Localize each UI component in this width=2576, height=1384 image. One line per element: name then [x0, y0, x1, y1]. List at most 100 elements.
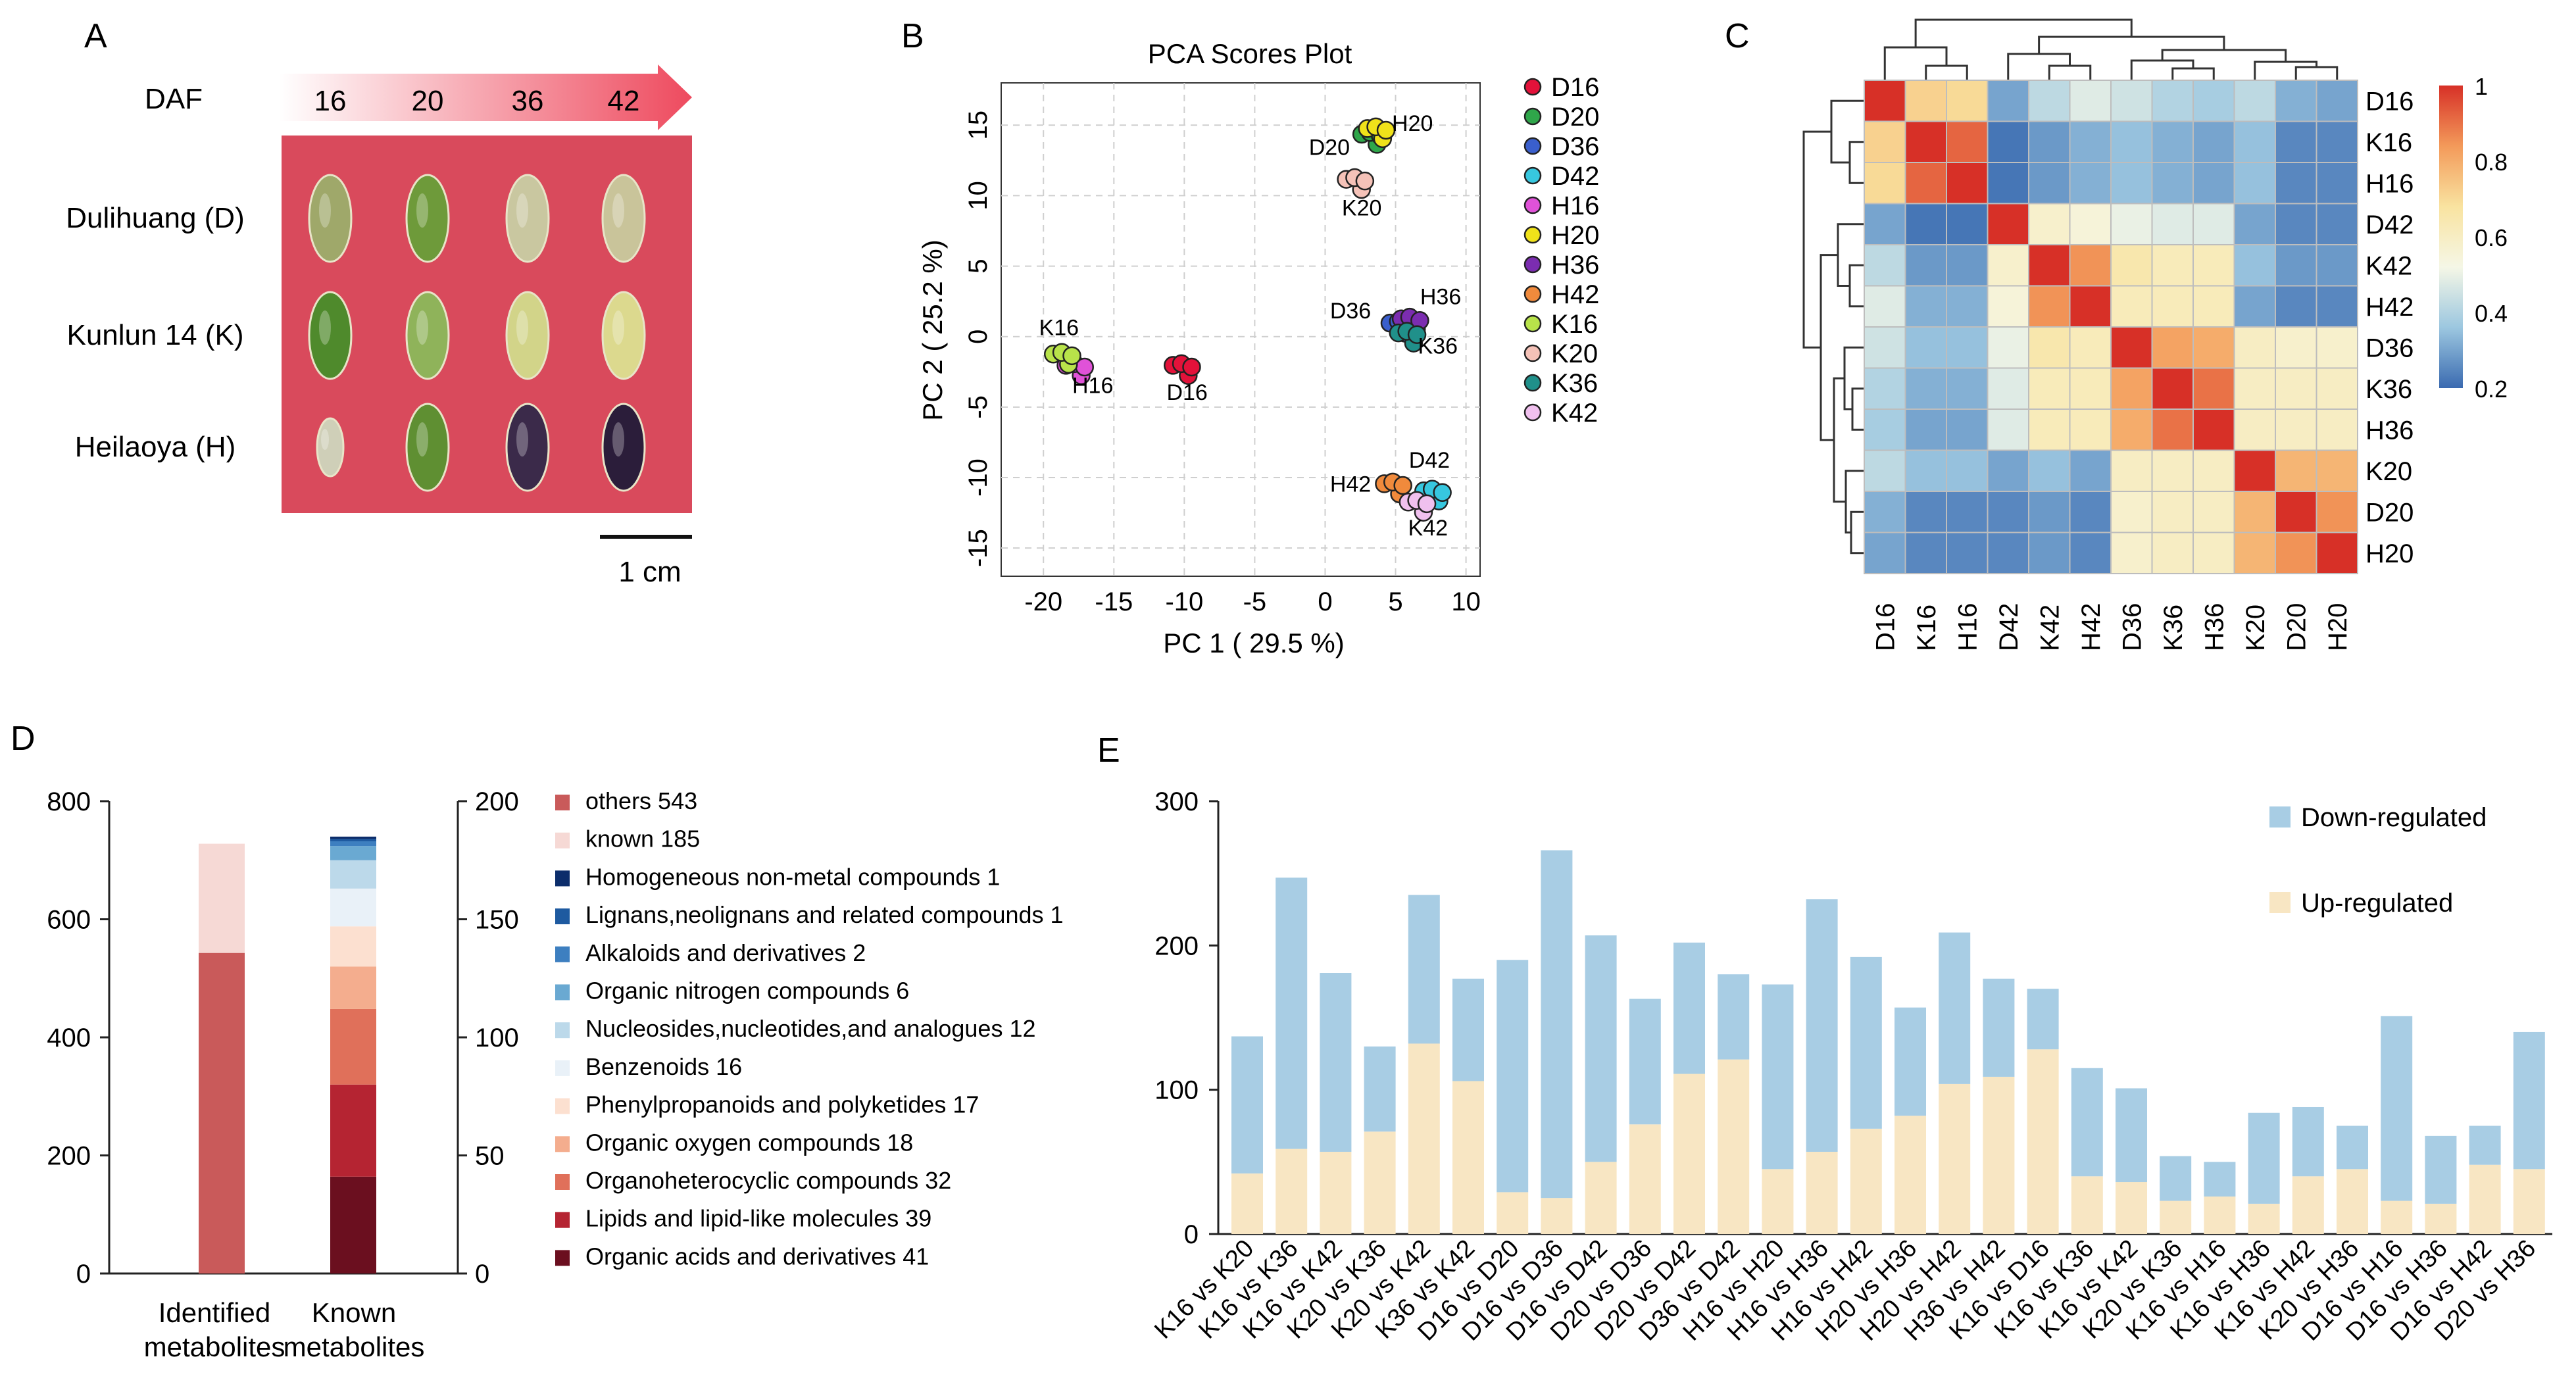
seed-highlight-2-1	[416, 422, 428, 457]
heatmap-row-label-d20: D20	[2365, 498, 2414, 527]
heatmap-cell-k20-k20	[2233, 449, 2276, 492]
e-bar-up-26	[2381, 1200, 2413, 1234]
heatmap-cell-d20-h20	[2316, 491, 2358, 533]
d-legend-label-3: Lignans,neolignans and related compounds…	[585, 901, 1064, 928]
heatmap-cell-d20-k42	[2028, 491, 2071, 533]
col-dend-d42-group	[2007, 53, 2071, 80]
heatmap-cell-k36-d36	[2110, 367, 2153, 410]
heatmap-cell-h36-k16	[1904, 408, 1947, 451]
heatmap-cell-d42-d16	[1864, 203, 1906, 245]
heatmap-cell-k42-k20	[2233, 244, 2276, 287]
e-bar-down-19	[2071, 1068, 2103, 1177]
heatmap-cell-h36-d16	[1864, 408, 1906, 451]
heatmap-row-label-d36: D36	[2365, 334, 2414, 362]
row-dend-k42-h42	[1848, 264, 1864, 308]
heatmap-cell-h16-d42	[1987, 162, 2029, 205]
heatmap-cell-k36-h20	[2316, 367, 2358, 410]
seed-0-3	[601, 174, 646, 263]
heatmap-cell-k36-h16	[1946, 367, 1989, 410]
e-bar-up-5	[1452, 1081, 1484, 1234]
e-bar-up-2	[1320, 1151, 1352, 1234]
heatmap-cell-h20-h36	[2192, 531, 2235, 574]
pca-point-d42-3	[1433, 483, 1452, 502]
right-tick-50: 50	[475, 1142, 505, 1171]
heatmap-cell-d36-k42	[2028, 326, 2071, 369]
heatmap-col-label-h16: H16	[1953, 603, 1982, 651]
heatmap-cell-d20-k20	[2233, 491, 2276, 533]
e-bar-up-4	[1408, 1043, 1440, 1234]
heatmap-cell-k16-d36	[2110, 120, 2153, 163]
known-bar-alkaloids-and-derivatives	[330, 841, 376, 847]
e-bar-down-18	[2027, 989, 2059, 1050]
e-bar-up-18	[2027, 1049, 2059, 1234]
heatmap-cell-h16-k42	[2028, 162, 2071, 205]
heatmap-cell-h36-k42	[2028, 408, 2071, 451]
heatmap-cell-d20-d36	[2110, 491, 2153, 533]
heatmap-cell-d20-h36	[2192, 491, 2235, 533]
heatmap-cell-d42-d42	[1987, 203, 2029, 245]
heatmap-cell-h36-d36	[2110, 408, 2153, 451]
panel-b-pca-plot: PCA Scores Plot -20 -15 -10 -5 0 5 10 15 10 5 0 -5 -…	[917, 38, 1599, 658]
heatmap-cell-h42-d36	[2110, 285, 2153, 328]
heatmap-cell-d36-d16	[1864, 326, 1906, 369]
heatmap-cell-d36-h36	[2192, 326, 2235, 369]
e-bar-down-29	[2513, 1031, 2545, 1170]
identified-bar-others	[199, 952, 245, 1273]
heatmap-col-label-d16: D16	[1871, 603, 1900, 651]
known-bar-benzenoids	[330, 888, 376, 927]
colorbar-tick-0-8: 0.8	[2475, 149, 2508, 176]
heatmap-cell-k16-k36	[2151, 120, 2194, 163]
col-dend-mid	[2038, 36, 2225, 54]
pca-point-h42-3	[1393, 476, 1412, 495]
row-dend-d16-group	[1830, 99, 1864, 164]
legend-marker-d20	[1523, 107, 1542, 126]
legend-label-k42: K42	[1551, 399, 1598, 428]
heatmap-row-label-k16: K16	[2365, 128, 2412, 157]
heatmap-cell-d16-k16	[1904, 80, 1947, 122]
d-legend-label-9: Organic oxygen compounds 18	[585, 1129, 913, 1156]
legend-label-k20: K20	[1551, 339, 1598, 368]
right-tick-100: 100	[475, 1024, 519, 1052]
e-bar-up-22	[2204, 1196, 2236, 1234]
heatmap-cell-k20-h42	[2069, 449, 2112, 492]
d-legend-label-10: Organoheterocyclic compounds 32	[585, 1167, 951, 1194]
pca-label-k20: K20	[1342, 195, 1382, 220]
heatmap-cell-k20-k42	[2028, 449, 2071, 492]
heatmap-cell-k36-k16	[1904, 367, 1947, 410]
heatmap-cell-k20-k36	[2151, 449, 2194, 492]
heatmap-col-label-d42: D42	[1994, 603, 2023, 651]
heatmap-cell-d36-h42	[2069, 326, 2112, 369]
heatmap-cell-d16-k36	[2151, 80, 2194, 122]
heatmap-cell-h42-h16	[1946, 285, 1989, 328]
heatmap-cell-d20-h42	[2069, 491, 2112, 533]
pca-label-d42: D42	[1409, 448, 1450, 473]
heatmap-cell-k42-k16	[1904, 244, 1947, 287]
legend-marker-d16	[1523, 78, 1542, 96]
heatmap-cell-h42-d16	[1864, 285, 1906, 328]
heatmap-cell-d42-d20	[2275, 203, 2317, 245]
d-legend-label-4: Alkaloids and derivatives 2	[585, 939, 866, 966]
e-bar-up-28	[2469, 1164, 2501, 1234]
heatmap-cell-k42-d16	[1864, 244, 1906, 287]
e-bar-up-3	[1364, 1131, 1396, 1234]
heatmap-cell-h20-d20	[2275, 531, 2317, 574]
e-bar-up-16	[1939, 1083, 1971, 1234]
heatmap-cell-h42-h20	[2316, 285, 2358, 328]
pca-point-k36-3	[1407, 325, 1427, 344]
heatmap-cell-h36-h42	[2069, 408, 2112, 451]
pca-y-tick: -15	[964, 529, 993, 567]
pca-x-tick: -20	[1024, 587, 1062, 616]
heatmap-cell-k16-k42	[2028, 120, 2071, 163]
d-legend-swatch-10	[555, 1174, 570, 1190]
known-bar-nucleosides-nucleotides-and-analogues	[330, 860, 376, 889]
left-tick-0: 0	[76, 1260, 91, 1289]
heatmap-cell-d42-k16	[1904, 203, 1947, 245]
seed-2-0	[316, 417, 345, 478]
pca-x-tick: -15	[1095, 587, 1133, 616]
e-y-tick-100: 100	[1154, 1076, 1199, 1105]
legend-marker-k42	[1523, 403, 1542, 422]
known-bar-homogeneous-non-metal-compounds	[330, 836, 376, 839]
e-bar-down-21	[2160, 1156, 2192, 1201]
e-bar-down-13	[1806, 899, 1838, 1152]
seed-highlight-2-3	[612, 422, 624, 457]
